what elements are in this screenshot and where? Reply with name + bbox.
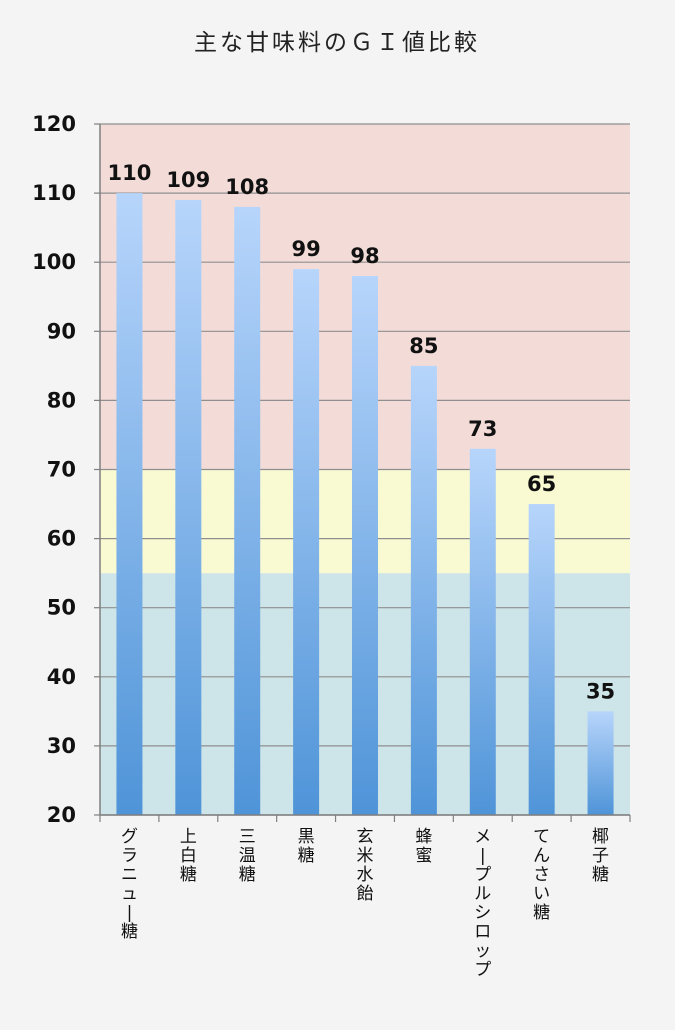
- data-label: 35: [586, 679, 615, 703]
- y-tick-label: 40: [47, 665, 76, 689]
- x-category-label: 三温糖: [239, 827, 256, 885]
- x-category-label: 玄米水飴: [357, 827, 374, 904]
- bar-7: [528, 504, 555, 815]
- x-category-label: メ|プルシロップ: [474, 827, 491, 980]
- y-axis-ticks: 20 30 40 50 60 70 80 90 100 110 120: [32, 112, 76, 827]
- y-tick-label: 80: [47, 388, 76, 412]
- y-tick-label: 50: [47, 596, 76, 620]
- bar-6: [469, 448, 496, 815]
- y-tick-label: 120: [32, 112, 76, 136]
- chart-title: 主な甘味料のＧＩ値比較: [194, 30, 480, 56]
- x-category-label: グラニュ|糖: [121, 827, 138, 942]
- bars: [116, 193, 614, 816]
- bar-4: [352, 276, 378, 815]
- bar-1: [175, 200, 202, 815]
- x-axis-categories: グラニュ|糖 上白糖 三温糖 黒糖 玄米水飴 蜂蜜 メ|プルシロップ てんさい糖 椰子糖: [121, 827, 609, 980]
- y-tick-label: 100: [32, 250, 76, 274]
- y-tick-label: 20: [47, 803, 76, 827]
- data-label: 109: [166, 168, 210, 192]
- x-category-label: 蜂蜜: [415, 827, 432, 866]
- bar-5: [410, 365, 437, 815]
- data-label: 110: [108, 161, 152, 185]
- x-category-label: 黒糖: [298, 827, 315, 866]
- bar-8: [587, 711, 614, 815]
- x-category-label: てんさい糖: [533, 827, 550, 923]
- y-tick-label: 110: [32, 181, 76, 205]
- axes: [99, 124, 631, 822]
- data-label: 99: [291, 237, 320, 261]
- y-tick-label: 90: [47, 319, 76, 343]
- data-label: 65: [527, 472, 556, 496]
- data-label: 98: [350, 244, 379, 268]
- y-tick-label: 70: [47, 458, 76, 482]
- bar-3: [293, 269, 320, 815]
- x-category-label: 上白糖: [180, 827, 197, 885]
- bar-0: [116, 193, 143, 816]
- y-tick-label: 30: [47, 734, 76, 758]
- y-tick-label: 60: [47, 527, 76, 551]
- data-label: 85: [409, 334, 438, 358]
- bar-2: [234, 206, 261, 816]
- x-category-label: 椰子糖: [592, 827, 609, 885]
- data-labels: 110 109 108 99 98 85 73 65 35: [108, 161, 616, 703]
- data-label: 108: [225, 175, 269, 199]
- data-label: 73: [468, 417, 497, 441]
